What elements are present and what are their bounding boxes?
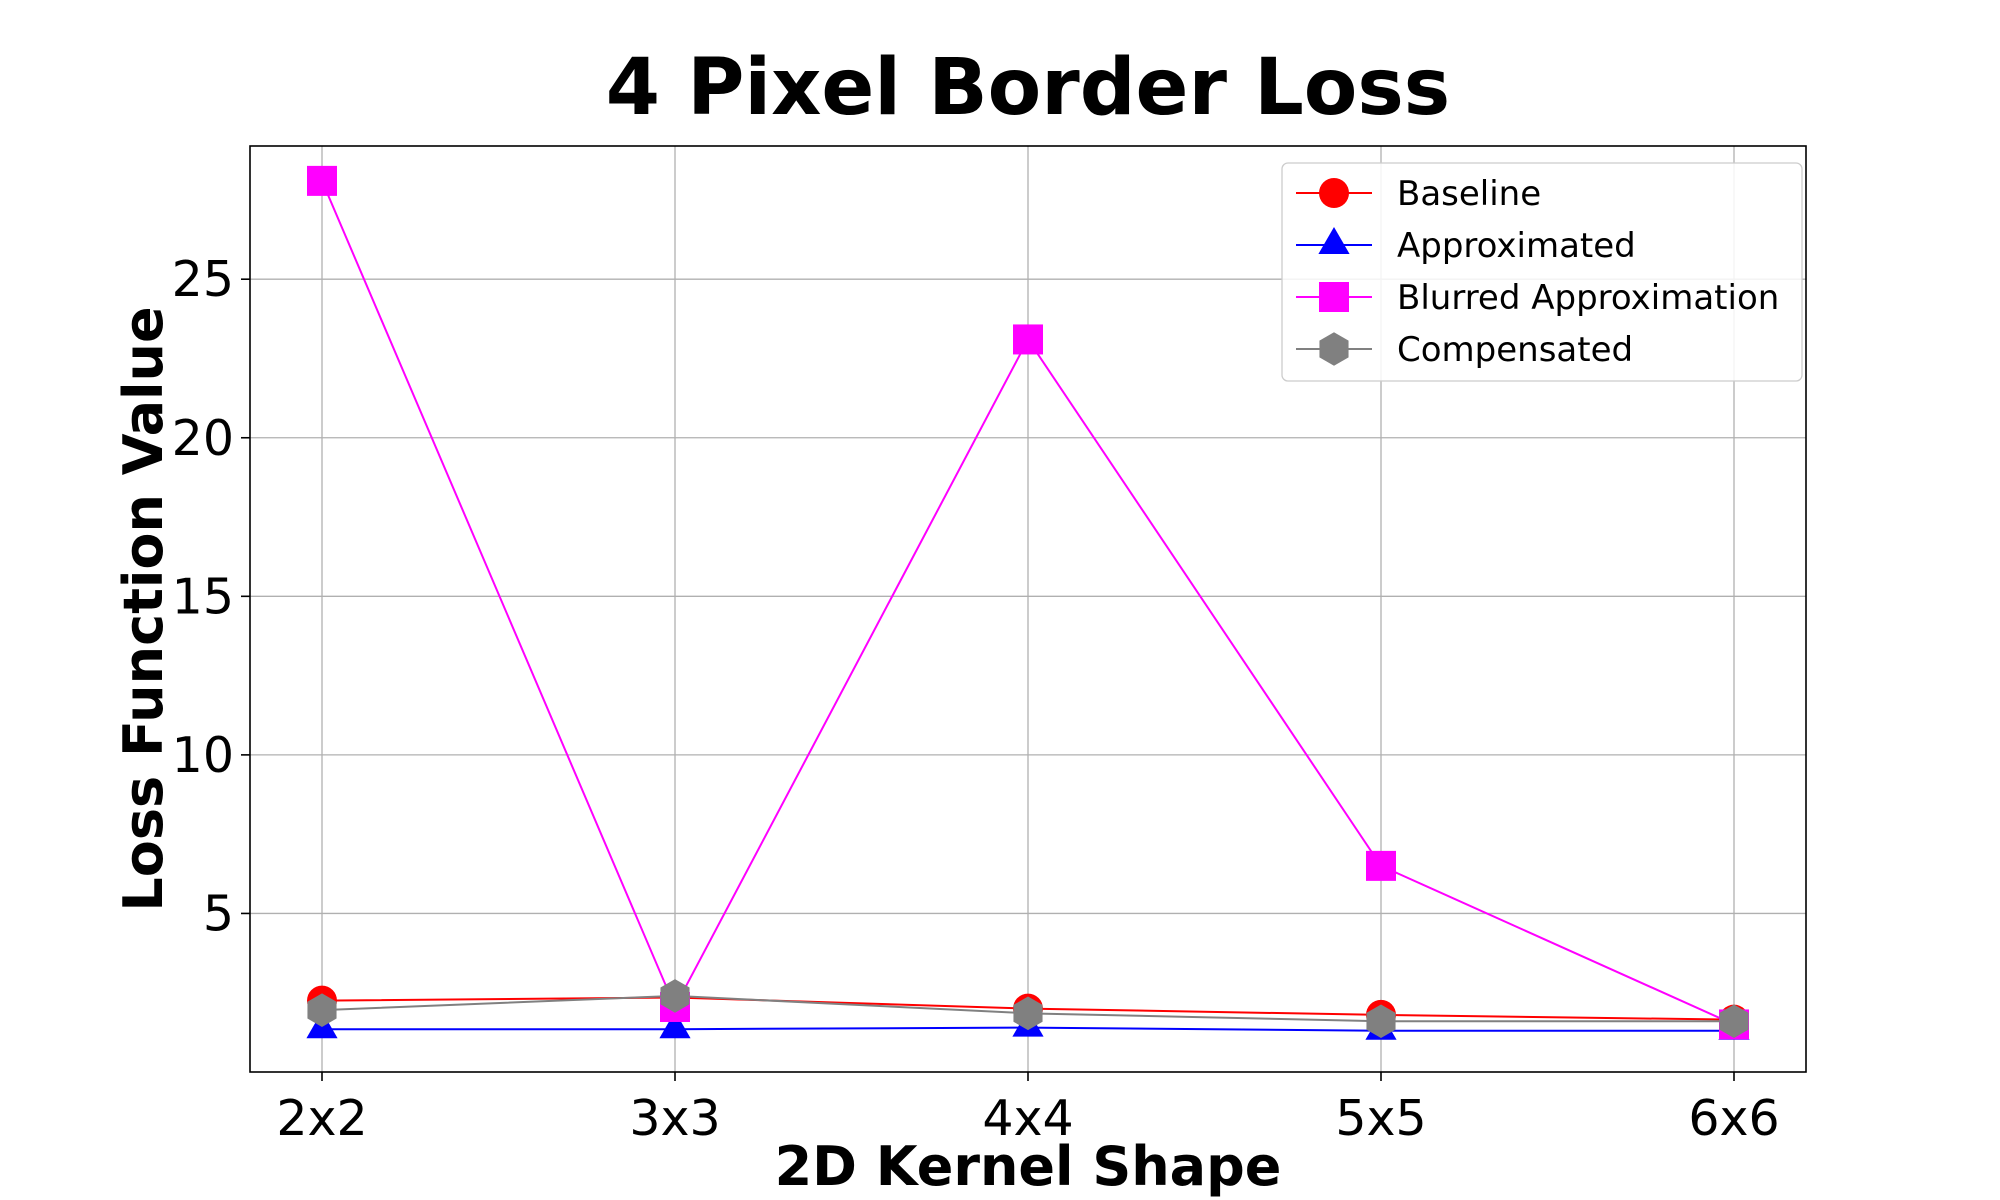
tick-layer: 2x2 3x3 4x4 5x5 6x6 5 10 15 20 25 bbox=[172, 251, 1780, 1147]
data-point-blurred-approximation bbox=[1366, 850, 1396, 881]
data-point-compensated bbox=[660, 979, 690, 1013]
x-tick-label: 5x5 bbox=[1335, 1090, 1426, 1147]
data-point-compensated bbox=[307, 993, 337, 1027]
legend-box bbox=[1281, 162, 1803, 382]
x-tick-label: 3x3 bbox=[629, 1090, 720, 1147]
data-point-compensated bbox=[1013, 996, 1043, 1031]
series-layer bbox=[306, 165, 1750, 1040]
legend: Baseline Approximated Blurred Approximatio… bbox=[1281, 162, 1803, 382]
chart-title: 4 Pixel Border Loss bbox=[606, 43, 1450, 133]
data-point-approximated bbox=[659, 1011, 691, 1039]
legend-label-baseline: Baseline bbox=[1397, 174, 1541, 214]
x-axis-label: 2D Kernel Shape bbox=[775, 1135, 1282, 1198]
x-tick-label: 6x6 bbox=[1688, 1090, 1779, 1147]
data-point-blurred-approximation bbox=[307, 165, 337, 196]
legend-marker-baseline bbox=[1319, 178, 1349, 208]
legend-marker-compensated bbox=[1319, 332, 1349, 366]
y-tick-label: 20 bbox=[172, 410, 234, 467]
y-tick-label: 5 bbox=[203, 885, 234, 942]
x-tick-label: 2x2 bbox=[276, 1090, 367, 1147]
y-tick-label: 15 bbox=[172, 568, 234, 625]
y-tick-label: 10 bbox=[172, 727, 234, 784]
y-tick-label: 25 bbox=[172, 251, 234, 308]
y-axis-label: Loss Function Value bbox=[112, 306, 175, 911]
legend-marker-approximated bbox=[1318, 227, 1350, 254]
legend-label-compensated: Compensated bbox=[1397, 330, 1633, 370]
legend-marker-blurred-approximation bbox=[1319, 282, 1349, 312]
data-point-blurred-approximation bbox=[1013, 324, 1043, 355]
legend-label-blurred-approximation: Blurred Approximation bbox=[1397, 278, 1779, 318]
x-tick-label: 4x4 bbox=[982, 1090, 1073, 1147]
legend-label-approximated: Approximated bbox=[1397, 226, 1636, 266]
series-compensated bbox=[307, 979, 1749, 1039]
data-point-compensated bbox=[1719, 1004, 1749, 1039]
data-point-compensated bbox=[1366, 1004, 1396, 1039]
